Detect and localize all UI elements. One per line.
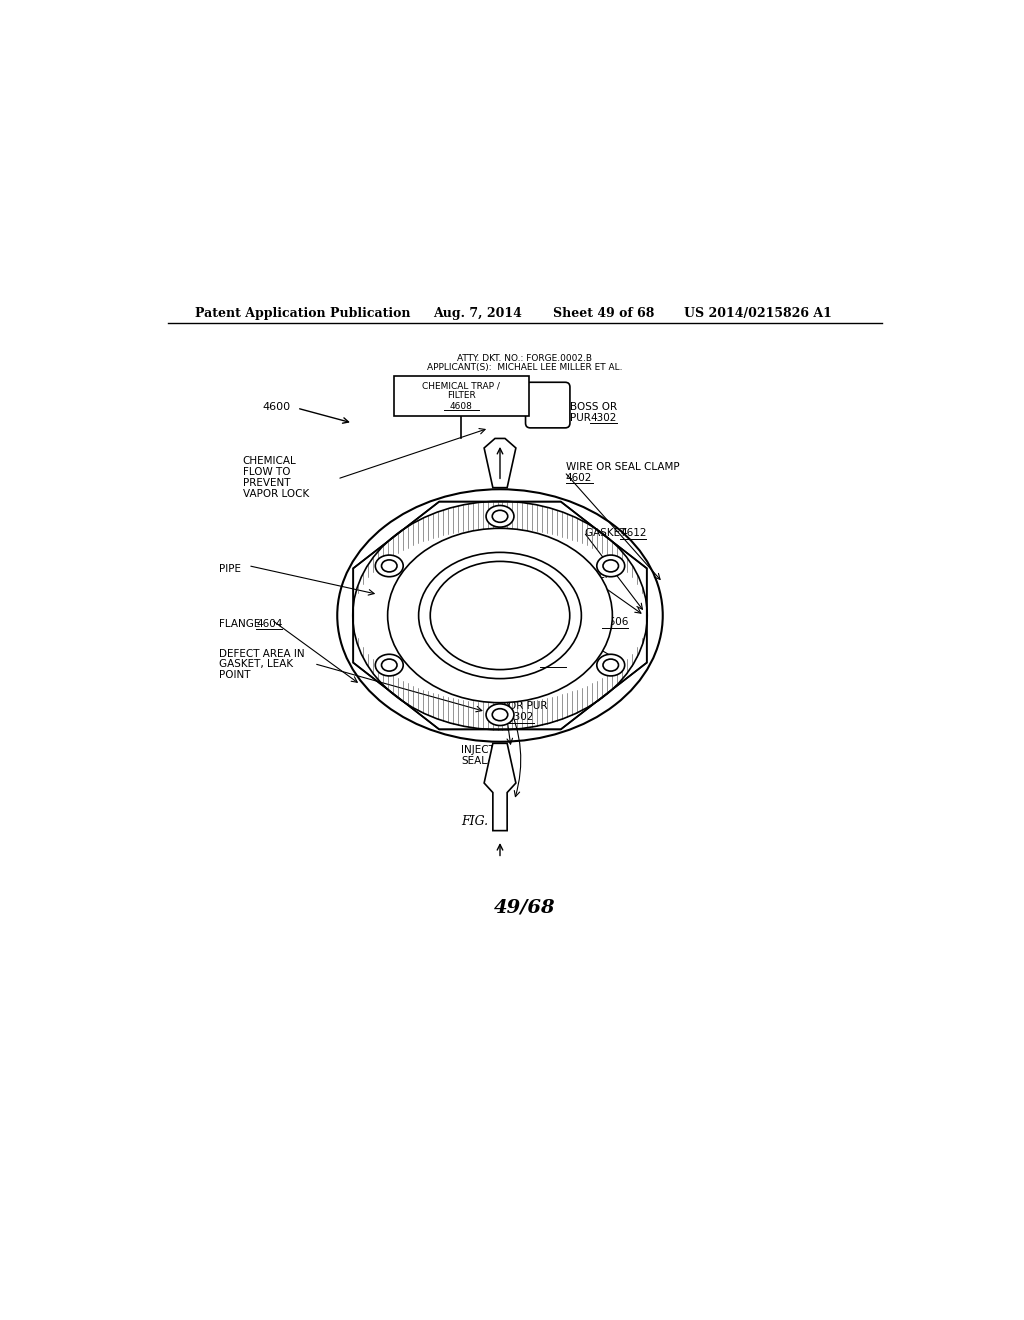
Text: SEALANT: SEALANT <box>461 755 509 766</box>
Text: 4600: 4600 <box>262 401 291 412</box>
Text: 4606: 4606 <box>602 618 629 627</box>
FancyBboxPatch shape <box>394 376 528 416</box>
Ellipse shape <box>376 556 403 577</box>
Text: 49/68: 49/68 <box>494 898 556 916</box>
Text: VAPOR LOCK: VAPOR LOCK <box>243 488 309 499</box>
Text: OR PUR: OR PUR <box>508 701 547 711</box>
Text: 4302: 4302 <box>591 413 616 422</box>
Text: FLOW TO: FLOW TO <box>243 467 290 477</box>
Ellipse shape <box>388 528 612 702</box>
Text: APPLICANT(S):  MICHAEL LEE MILLER ET AL.: APPLICANT(S): MICHAEL LEE MILLER ET AL. <box>427 363 623 372</box>
Text: 4302: 4302 <box>508 713 535 722</box>
Text: FIG. 46: FIG. 46 <box>461 816 509 828</box>
Text: GASKET, LEAK: GASKET, LEAK <box>219 660 294 669</box>
Polygon shape <box>353 502 647 730</box>
Text: GASKET: GASKET <box>586 528 630 539</box>
Text: US 2014/0215826 A1: US 2014/0215826 A1 <box>684 306 831 319</box>
Text: Patent Application Publication: Patent Application Publication <box>196 306 411 319</box>
Polygon shape <box>484 438 516 487</box>
Text: SEALANT: SEALANT <box>500 656 551 667</box>
Polygon shape <box>484 743 516 830</box>
Text: DEFECT AREA IN: DEFECT AREA IN <box>219 648 305 659</box>
Ellipse shape <box>597 655 625 676</box>
Text: 4602: 4602 <box>566 473 592 483</box>
FancyBboxPatch shape <box>525 383 570 428</box>
Text: Aug. 7, 2014: Aug. 7, 2014 <box>433 306 522 319</box>
Text: BOSS: BOSS <box>508 690 537 701</box>
Text: BOSS OR: BOSS OR <box>569 403 616 412</box>
Text: FILTER: FILTER <box>446 391 475 400</box>
Text: POINT: POINT <box>219 671 251 680</box>
Text: FLANGE: FLANGE <box>219 619 264 628</box>
Text: WIRE OR SEAL CLAMP: WIRE OR SEAL CLAMP <box>566 462 680 473</box>
Text: CHEMICAL: CHEMICAL <box>243 457 297 466</box>
Ellipse shape <box>419 552 582 678</box>
Text: B0LT: B0LT <box>586 570 609 581</box>
Ellipse shape <box>376 655 403 676</box>
Ellipse shape <box>597 556 625 577</box>
Text: Sheet 49 of 68: Sheet 49 of 68 <box>553 306 654 319</box>
Text: 4604: 4604 <box>256 619 283 628</box>
Text: 4610: 4610 <box>540 656 566 667</box>
Ellipse shape <box>486 704 514 726</box>
Text: ATTY. DKT. NO.: FORGE.0002.B: ATTY. DKT. NO.: FORGE.0002.B <box>458 354 592 363</box>
Text: 4608: 4608 <box>450 401 473 411</box>
Text: PIPE: PIPE <box>219 565 242 574</box>
Text: PREVENT: PREVENT <box>243 478 290 488</box>
Text: INJECT: INJECT <box>461 744 496 755</box>
Text: 4612: 4612 <box>621 528 647 539</box>
Ellipse shape <box>486 506 514 527</box>
Text: PUR: PUR <box>569 413 594 422</box>
Text: CHEMICAL TRAP /: CHEMICAL TRAP / <box>422 381 500 391</box>
Text: BOLT HOLE: BOLT HOLE <box>550 618 611 627</box>
